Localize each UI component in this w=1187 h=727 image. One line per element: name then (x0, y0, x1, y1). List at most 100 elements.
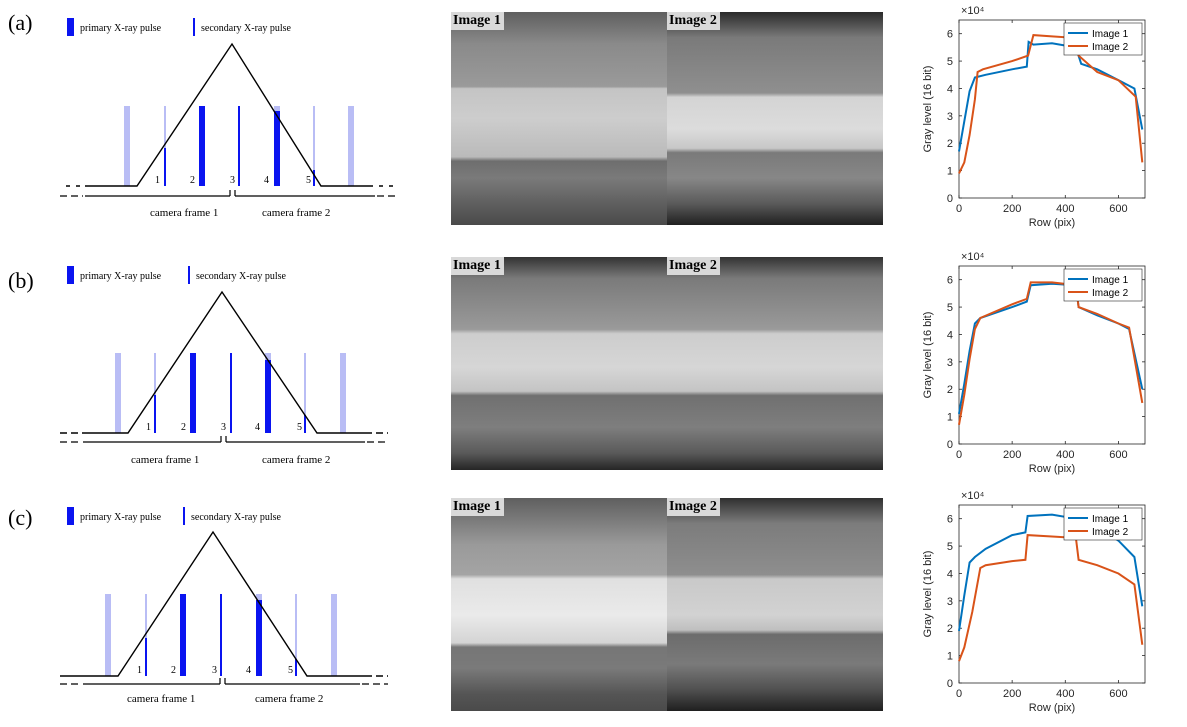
pulse-light (124, 106, 130, 186)
pulse-secondary (154, 395, 156, 433)
panel-label: (c) (8, 505, 33, 530)
row-c: (c) primary X-ray pulse secondary X-ray … (0, 480, 1187, 720)
y-tick-label: 1 (947, 412, 953, 424)
image-2-label: Image 2 (667, 12, 720, 30)
pulse-secondary (145, 638, 147, 676)
y-axis-label: Gray level (16 bit) (922, 66, 934, 153)
legend-label: Image 2 (1092, 527, 1129, 538)
x-tick-label: 600 (1109, 449, 1127, 461)
pulse-diagram: primary X-ray pulse secondary X-ray puls… (55, 265, 415, 495)
pulse-light (164, 106, 166, 186)
pulse-diagram-svg: primary X-ray pulse secondary X-ray puls… (60, 266, 388, 466)
y-tick-label: 2 (947, 384, 953, 396)
legend-label: Image 1 (1092, 29, 1129, 40)
xray-image-1: Image 1 (451, 12, 667, 225)
y-exponent-label: ×10⁴ (961, 251, 985, 263)
pulse-secondary (230, 353, 232, 433)
y-exponent-label: ×10⁴ (961, 490, 985, 502)
camera-frame-1-label: camera frame 1 (127, 693, 195, 705)
legend-secondary-swatch (183, 507, 185, 525)
pulse-light (348, 106, 354, 186)
camera-frame-2-label: camera frame 2 (255, 693, 323, 705)
x-axis-label: Row (pix) (1029, 217, 1075, 229)
x-tick-label: 400 (1056, 449, 1074, 461)
pulse-primary (265, 360, 271, 433)
y-tick-label: 4 (947, 83, 953, 95)
legend-secondary-label: secondary X-ray pulse (201, 23, 292, 34)
profile-chart: 0 1 2 3 4 5 6 0 200 400 600 ×10⁴ Row (pix) Gray level… (915, 0, 1185, 240)
pulse-number: 3 (221, 422, 226, 433)
y-tick-label: 3 (947, 357, 953, 369)
pulse-secondary (220, 594, 222, 676)
pulse-number: 4 (246, 665, 251, 676)
y-tick-label: 2 (947, 138, 953, 150)
pulse-primary (199, 106, 205, 186)
pulse-diagram-svg: primary X-ray pulse secondary X-ray puls… (60, 507, 388, 705)
pulse-light (145, 594, 147, 676)
series-line (958, 534, 1144, 662)
legend-label: Image 2 (1092, 288, 1129, 299)
y-tick-label: 3 (947, 111, 953, 123)
pulse-number: 4 (255, 422, 260, 433)
y-tick-label: 6 (947, 29, 953, 41)
legend-primary-label: primary X-ray pulse (80, 512, 162, 523)
x-tick-label: 400 (1056, 688, 1074, 700)
image-2-label: Image 2 (667, 257, 720, 275)
pulse-number: 2 (190, 175, 195, 186)
x-tick-label: 600 (1109, 203, 1127, 215)
pulse-number: 3 (212, 665, 217, 676)
legend-primary-swatch (67, 507, 74, 525)
pulse-secondary (295, 659, 297, 676)
x-tick-label: 200 (1003, 203, 1021, 215)
y-tick-label: 3 (947, 596, 953, 608)
row-b: (b) primary X-ray pulse secondary X-ray … (0, 240, 1187, 480)
y-tick-label: 1 (947, 166, 953, 178)
y-tick-label: 6 (947, 514, 953, 526)
series-line (958, 34, 1144, 174)
profile-chart: 0 1 2 3 4 5 6 0 200 400 600 ×10⁴ Row (pix) Gray level… (915, 485, 1185, 726)
x-tick-label: 0 (956, 203, 962, 215)
y-tick-label: 4 (947, 329, 953, 341)
pulse-primary (190, 353, 196, 433)
xray-image-1: Image 1 (451, 498, 667, 711)
legend-primary-swatch (67, 18, 74, 36)
legend-box (1063, 268, 1143, 302)
x-tick-label: 200 (1003, 449, 1021, 461)
pulse-number: 1 (155, 175, 160, 186)
x-tick-label: 0 (956, 449, 962, 461)
pulse-number: 3 (230, 175, 235, 186)
profile-chart: 0 1 2 3 4 5 6 0 200 400 600 ×10⁴ Row (pix) Gray level… (915, 246, 1185, 486)
image-1-label: Image 1 (451, 498, 504, 516)
y-tick-label: 6 (947, 275, 953, 287)
pulse-diagram-svg: primary X-ray pulse secondary X-ray puls… (60, 18, 398, 219)
camera-frame-1-label: camera frame 1 (131, 454, 199, 466)
xray-image-2: Image 2 (667, 12, 883, 225)
pulse-number: 1 (146, 422, 151, 433)
pulse-number: 1 (137, 665, 142, 676)
y-tick-label: 5 (947, 56, 953, 68)
legend-primary-label: primary X-ray pulse (80, 271, 162, 282)
pulse-light (304, 353, 306, 433)
pulse-number: 5 (297, 422, 302, 433)
y-tick-label: 1 (947, 651, 953, 663)
y-exponent-label: ×10⁴ (961, 5, 985, 17)
x-axis-label: Row (pix) (1029, 463, 1075, 475)
pulse-secondary (313, 170, 315, 186)
pulse-number: 5 (288, 665, 293, 676)
pulse-light (105, 594, 111, 676)
legend-label: Image 2 (1092, 42, 1129, 53)
xray-image-2: Image 2 (667, 498, 883, 711)
x-tick-label: 400 (1056, 203, 1074, 215)
pulse-diagram: primary X-ray pulse secondary X-ray puls… (55, 502, 415, 727)
pulse-primary (274, 111, 280, 186)
pulse-number: 2 (181, 422, 186, 433)
y-tick-label: 4 (947, 568, 953, 580)
camera-frame-2-label: camera frame 2 (262, 454, 330, 466)
y-tick-label: 0 (947, 439, 953, 451)
timing-triangle (83, 290, 365, 434)
legend-primary-swatch (67, 266, 74, 284)
camera-frame-1-label: camera frame 1 (150, 207, 218, 219)
timing-triangle (60, 530, 365, 677)
profile-chart-svg: 0 1 2 3 4 5 6 0 200 400 600 ×10⁴ Row (pix) Gray level… (922, 490, 1146, 714)
legend-secondary-label: secondary X-ray pulse (191, 512, 282, 523)
